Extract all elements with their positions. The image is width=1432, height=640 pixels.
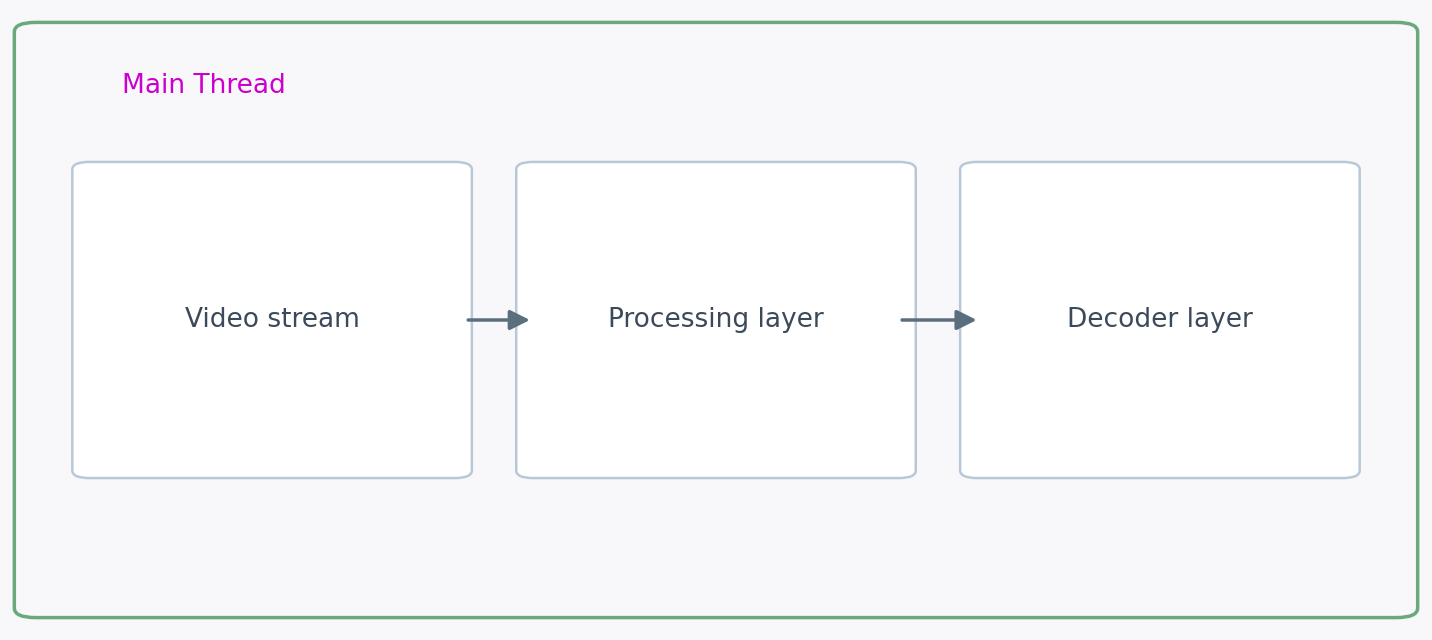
FancyBboxPatch shape [961, 162, 1360, 478]
Text: Video stream: Video stream [185, 307, 359, 333]
FancyBboxPatch shape [516, 162, 916, 478]
Text: Main Thread: Main Thread [122, 74, 285, 99]
FancyBboxPatch shape [14, 22, 1418, 618]
FancyBboxPatch shape [72, 162, 473, 478]
Text: Processing layer: Processing layer [609, 307, 823, 333]
Text: Decoder layer: Decoder layer [1067, 307, 1253, 333]
